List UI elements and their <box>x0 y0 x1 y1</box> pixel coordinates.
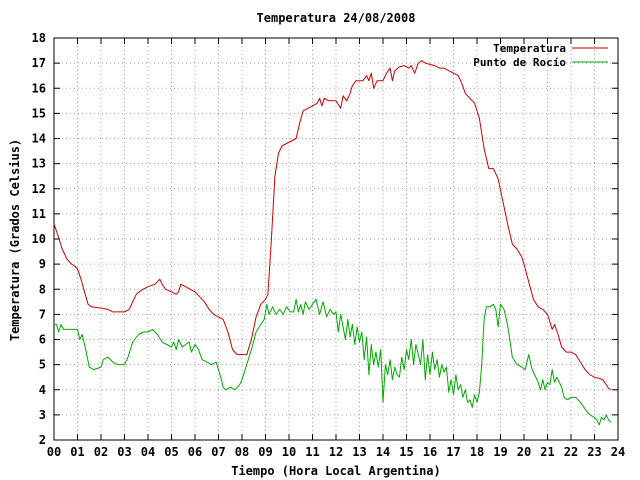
y-tick-label: 13 <box>32 157 46 171</box>
legend: Temperatura Punto de Rocío <box>473 42 608 69</box>
x-tick-label: 07 <box>211 445 225 459</box>
x-tick-label: 11 <box>305 445 319 459</box>
x-tick-label: 09 <box>258 445 272 459</box>
x-tick-label: 03 <box>117 445 131 459</box>
x-tick-label: 14 <box>376 445 390 459</box>
y-tick-label: 3 <box>39 408 46 422</box>
series-line-punto-de-rocio <box>54 298 612 426</box>
x-tick-label: 17 <box>446 445 460 459</box>
x-tick-label: 21 <box>540 445 554 459</box>
chart-title: Temperatura 24/08/2008 <box>257 11 416 25</box>
y-tick-label: 10 <box>32 232 46 246</box>
y-tick-label: 2 <box>39 433 46 447</box>
y-axis-label: Temperatura (Grados Celsius) <box>8 139 22 341</box>
y-tick-label: 9 <box>39 257 46 271</box>
x-tick-label: 02 <box>94 445 108 459</box>
x-tick-label: 18 <box>470 445 484 459</box>
x-tick-label: 22 <box>564 445 578 459</box>
x-tick-label: 13 <box>352 445 366 459</box>
legend-label-temperatura: Temperatura <box>493 42 566 55</box>
x-tick-label: 00 <box>47 445 61 459</box>
x-tick-label: 19 <box>493 445 507 459</box>
y-tick-label: 16 <box>32 81 46 95</box>
x-axis-label: Tiempo (Hora Local Argentina) <box>231 464 441 478</box>
y-tick-label: 12 <box>32 182 46 196</box>
x-tick-label: 24 <box>611 445 625 459</box>
grid <box>54 38 618 440</box>
x-tick-label: 16 <box>423 445 437 459</box>
x-tick-label: 15 <box>399 445 413 459</box>
x-tick-label: 01 <box>70 445 84 459</box>
x-tick-label: 04 <box>141 445 155 459</box>
x-tick-label: 23 <box>587 445 601 459</box>
y-tick-label: 14 <box>32 132 46 146</box>
series-line-temperatura <box>53 60 612 391</box>
y-tick-label: 18 <box>32 31 46 45</box>
y-tick-label: 7 <box>39 307 46 321</box>
y-tick-label: 11 <box>32 207 46 221</box>
series-lines <box>53 60 612 426</box>
y-tick-label: 6 <box>39 333 46 347</box>
x-tick-label: 06 <box>188 445 202 459</box>
y-tick-label: 4 <box>39 383 46 397</box>
x-tick-label: 20 <box>517 445 531 459</box>
y-tick-label: 17 <box>32 56 46 70</box>
y-tick-label: 8 <box>39 282 46 296</box>
x-tick-label: 12 <box>329 445 343 459</box>
y-tick-label: 15 <box>32 106 46 120</box>
x-tick-label: 10 <box>282 445 296 459</box>
legend-label-punto-de-rocio: Punto de Rocío <box>473 56 566 69</box>
axis-ticks: 00 01 02 03 04 05 06 07 08 09 10 11 12 13 14 15 16 17 18 19… <box>32 31 626 459</box>
x-tick-label: 05 <box>164 445 178 459</box>
x-tick-label: 08 <box>235 445 249 459</box>
y-tick-label: 5 <box>39 358 46 372</box>
